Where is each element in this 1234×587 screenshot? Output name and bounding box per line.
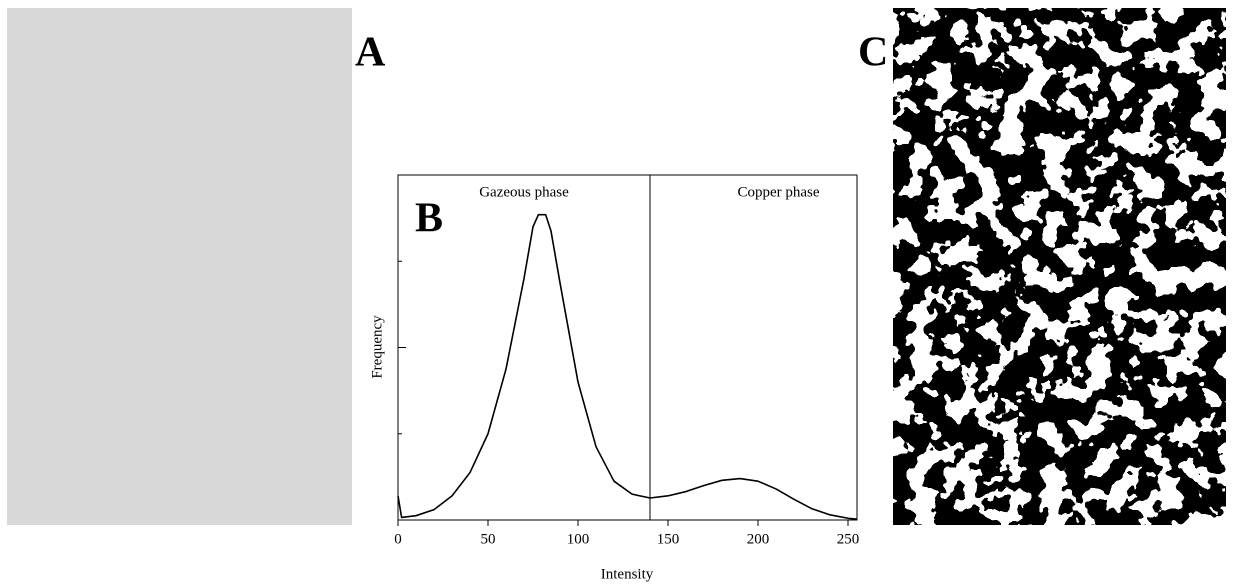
y-axis-label: Frequency: [369, 315, 385, 379]
panel-label: C: [858, 30, 888, 76]
x-tick-label: 150: [657, 531, 680, 547]
annotation: Gazeous phase: [479, 184, 569, 200]
x-tick-label: 50: [481, 531, 496, 547]
image-c: [893, 8, 1226, 525]
x-tick-label: 250: [837, 531, 860, 547]
annotation: Copper phase: [737, 184, 819, 200]
x-tick-label: 100: [567, 531, 590, 547]
image-a: [7, 8, 352, 525]
panel-label: A: [355, 30, 386, 76]
panel-label: B: [415, 196, 443, 242]
frequency-curve: [397, 213, 858, 520]
plot-frame: [397, 174, 858, 521]
x-axis-label: Intensity: [601, 566, 654, 582]
x-tick-label: 0: [394, 531, 402, 547]
x-tick-label: 200: [747, 531, 770, 547]
